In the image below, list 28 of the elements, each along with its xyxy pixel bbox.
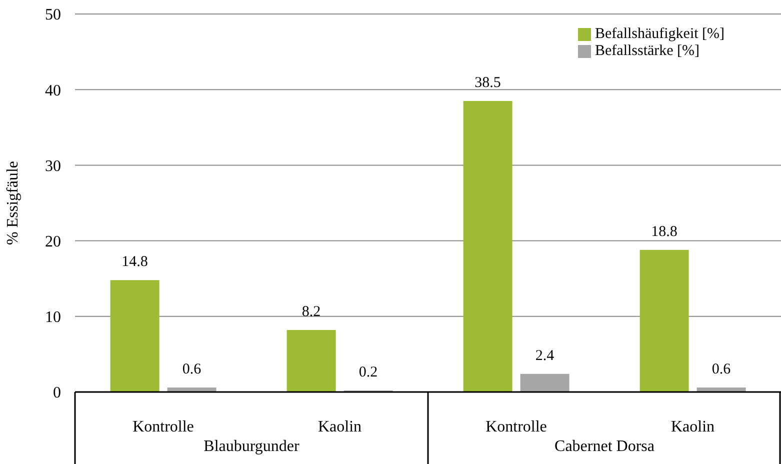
bar xyxy=(286,330,336,392)
data-label: 38.5 xyxy=(474,74,501,91)
y-tick-label: 0 xyxy=(53,384,61,402)
bar xyxy=(110,280,160,392)
legend-label: Befallshäufigkeit [%] xyxy=(595,26,725,42)
data-label: 0.2 xyxy=(358,364,378,380)
legend-label: Befallsstärke [%] xyxy=(595,43,700,59)
x-tick-label: Kontrolle xyxy=(486,418,547,436)
bar xyxy=(520,374,570,392)
y-tick-label: 20 xyxy=(45,233,61,250)
x-tick-label: Kontrolle xyxy=(132,418,194,436)
y-tick-label: 50 xyxy=(45,6,61,24)
y-tick-label: 10 xyxy=(45,309,61,326)
x-tick-label: Kaolin xyxy=(670,418,715,436)
data-label: 0.6 xyxy=(712,361,732,378)
data-label: 8.2 xyxy=(302,304,321,320)
x-tick-label: Kaolin xyxy=(318,418,362,436)
bar xyxy=(463,100,512,392)
text: Cabernet Dorsa xyxy=(554,438,656,456)
y-tick-label: 40 xyxy=(45,82,61,100)
text: Blauburgunder xyxy=(202,438,300,456)
data-label: 0.6 xyxy=(182,361,202,378)
y-axis-title: % Essigfäule xyxy=(4,161,22,245)
data-label: 2.4 xyxy=(535,348,555,364)
y-tick-label: 30 xyxy=(45,158,61,175)
data-label: 18.8 xyxy=(651,224,678,240)
bar xyxy=(640,250,689,392)
data-label: 14.8 xyxy=(122,254,148,270)
